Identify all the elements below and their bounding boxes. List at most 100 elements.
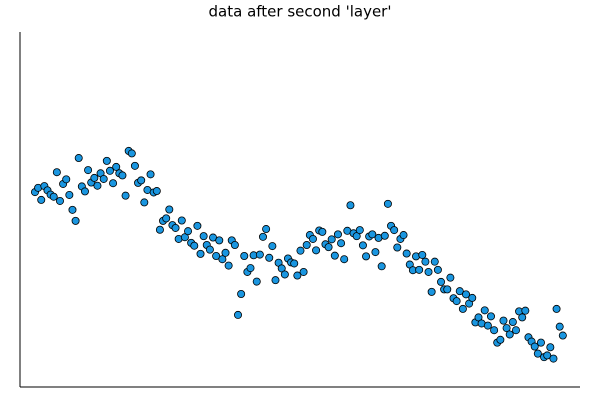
point <box>424 267 433 276</box>
point <box>505 330 514 339</box>
point <box>130 161 139 170</box>
point <box>490 326 499 335</box>
point <box>511 326 520 335</box>
point <box>205 245 214 254</box>
point <box>312 246 321 255</box>
point <box>258 232 267 241</box>
point <box>549 354 558 363</box>
point <box>293 271 302 280</box>
point <box>458 304 467 313</box>
point <box>543 351 552 360</box>
point <box>499 316 508 325</box>
point <box>155 225 164 234</box>
point <box>302 240 311 249</box>
point <box>177 216 186 225</box>
point <box>296 246 305 255</box>
point <box>234 310 243 319</box>
point <box>271 276 280 285</box>
point <box>246 264 255 273</box>
point <box>327 235 336 244</box>
point <box>496 335 505 344</box>
point <box>536 338 545 347</box>
point <box>399 231 408 240</box>
point <box>140 198 149 207</box>
point <box>390 226 399 235</box>
point <box>402 249 411 258</box>
point <box>337 239 346 248</box>
point <box>508 318 517 327</box>
point <box>224 261 233 270</box>
point <box>193 221 202 230</box>
point <box>68 205 77 214</box>
point <box>443 285 452 294</box>
point <box>90 173 99 182</box>
point <box>152 187 161 196</box>
point <box>452 297 461 306</box>
point <box>268 242 277 251</box>
point <box>37 195 46 204</box>
point <box>521 306 530 315</box>
point <box>65 190 74 199</box>
point <box>380 231 389 240</box>
point <box>280 270 289 279</box>
point <box>358 241 367 250</box>
point <box>362 252 371 261</box>
point <box>93 181 102 190</box>
point <box>368 230 377 239</box>
point <box>240 252 249 261</box>
point <box>486 312 495 321</box>
point <box>162 214 171 223</box>
point <box>74 154 83 163</box>
point <box>99 174 108 183</box>
point <box>346 201 355 210</box>
point <box>421 257 430 266</box>
point <box>290 259 299 268</box>
point <box>121 191 130 200</box>
point <box>418 250 427 259</box>
point <box>55 196 64 205</box>
point <box>427 287 436 296</box>
point <box>333 230 342 239</box>
point <box>480 306 489 315</box>
point <box>137 176 146 185</box>
point <box>518 313 527 322</box>
point <box>215 236 224 245</box>
point <box>230 240 239 249</box>
point <box>430 257 439 266</box>
point <box>483 321 492 330</box>
point <box>109 179 118 188</box>
point <box>102 156 111 165</box>
point <box>299 267 308 276</box>
point <box>330 251 339 260</box>
point <box>433 265 442 274</box>
point <box>462 290 471 299</box>
point <box>196 249 205 258</box>
chart-title: data after second 'layer' <box>209 3 392 21</box>
point <box>446 273 455 282</box>
point <box>184 227 193 236</box>
point <box>49 192 58 201</box>
point <box>146 170 155 179</box>
point <box>265 253 274 262</box>
point <box>118 171 127 180</box>
point <box>437 277 446 286</box>
point <box>71 216 80 225</box>
point <box>262 225 271 234</box>
point <box>318 227 327 236</box>
point <box>502 324 511 333</box>
point <box>468 293 477 302</box>
point <box>558 331 567 340</box>
point <box>393 243 402 252</box>
point <box>199 232 208 241</box>
point <box>80 187 89 196</box>
point <box>255 250 264 259</box>
point <box>555 322 564 331</box>
point <box>171 223 180 232</box>
point <box>105 166 114 175</box>
point <box>530 342 539 351</box>
point <box>552 304 561 313</box>
point <box>52 168 61 177</box>
point <box>377 262 386 271</box>
point <box>355 226 364 235</box>
